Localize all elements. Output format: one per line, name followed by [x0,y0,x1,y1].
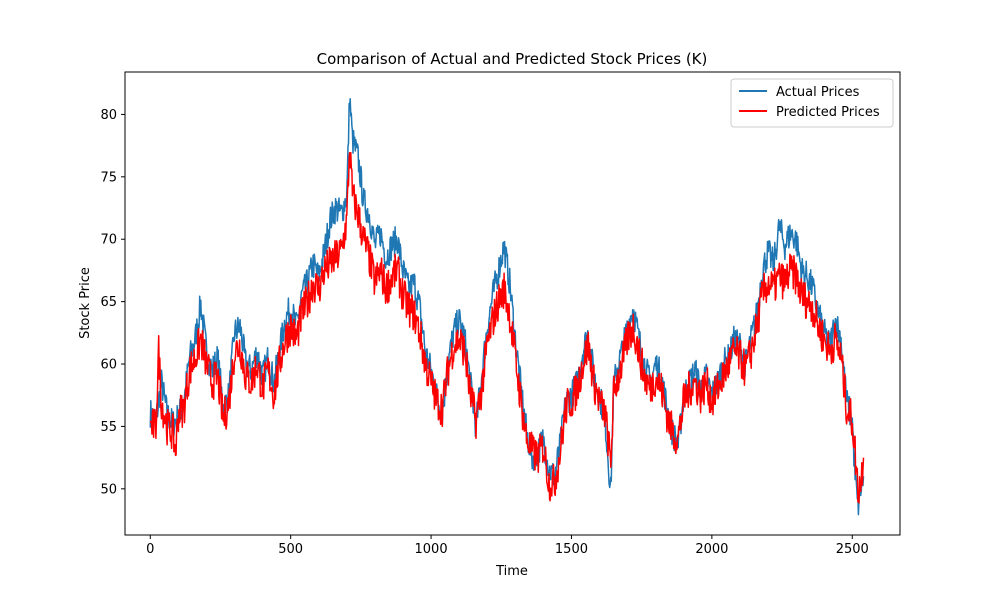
x-axis-label: Time [495,564,528,579]
legend-label-predicted: Predicted Prices [776,105,880,120]
x-tick-label: 0 [146,542,154,557]
y-tick-label: 80 [100,108,117,123]
y-tick-label: 70 [100,233,117,248]
plot-frame [124,71,901,536]
y-tick-label: 60 [100,358,117,373]
x-tick-label: 2500 [836,542,869,557]
x-tick-label: 500 [278,542,303,557]
x-tick-label: 2000 [695,542,728,557]
series-layer [149,97,865,516]
y-tick-label: 50 [100,482,117,497]
x-axis-ticks: 0 500 1000 1500 2000 2500 [146,535,869,557]
y-tick-label: 75 [100,170,117,185]
x-tick-label: 1000 [415,542,448,557]
y-axis-ticks: 50 55 60 65 70 75 80 [100,108,125,497]
legend-label-actual: Actual Prices [776,85,860,100]
y-axis-label: Stock Price [78,267,93,339]
x-tick-label: 1500 [555,542,588,557]
legend-box [730,78,894,128]
y-tick-label: 55 [100,420,117,435]
y-tick-label: 65 [100,295,117,310]
legend: Actual Prices Predicted Prices [730,78,894,128]
series-line-predicted [149,151,865,504]
chart-title: Comparison of Actual and Predicted Stock… [317,50,708,68]
